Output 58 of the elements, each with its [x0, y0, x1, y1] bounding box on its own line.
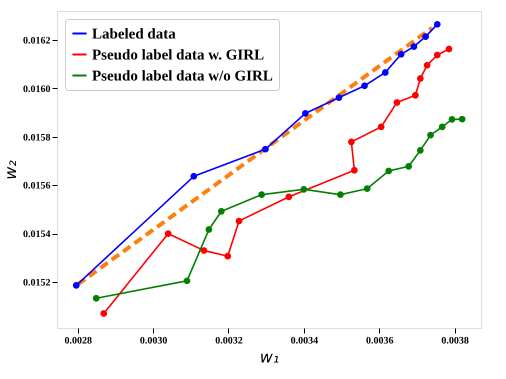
y-tick-label: 0.0160 [23, 84, 50, 95]
point [448, 116, 456, 123]
x-tick-label: 0.0028 [64, 336, 92, 346]
y-axis-title: w₂ [1, 160, 20, 180]
y-tick-label: 0.0156 [23, 180, 50, 192]
y-tick-label: 0.0162 [23, 36, 50, 47]
legend-label: Pseudo label data w/o GIRL [92, 68, 273, 84]
point [92, 294, 100, 302]
point [378, 124, 384, 130]
point [398, 50, 404, 58]
point [364, 185, 371, 192]
x-tick-label: 0.0038 [441, 336, 469, 346]
point [427, 132, 434, 138]
point [348, 138, 355, 146]
point [458, 116, 466, 123]
point [164, 230, 172, 237]
point [206, 226, 212, 233]
x-axis-title: w₁ [260, 348, 280, 366]
point [337, 191, 344, 198]
x-tick-label: 0.0036 [366, 336, 394, 346]
point [72, 282, 80, 289]
point [300, 186, 308, 193]
point [184, 277, 190, 284]
y-tick-label: 0.0158 [23, 132, 50, 144]
point [190, 172, 198, 180]
point [412, 92, 419, 99]
point [424, 62, 430, 69]
point [382, 69, 389, 76]
point [385, 168, 392, 174]
point [218, 208, 225, 215]
point [258, 191, 266, 198]
point [262, 146, 269, 153]
point [410, 43, 418, 50]
point [434, 20, 441, 28]
legend-label: Pseudo label data w. GIRL [92, 48, 264, 64]
point [224, 252, 232, 260]
x-tick-label: 0.0032 [215, 336, 243, 346]
point [405, 163, 412, 170]
point [351, 166, 358, 174]
point [336, 94, 342, 101]
legend-label: Labeled data [92, 26, 176, 42]
point [416, 147, 424, 154]
point [302, 110, 309, 117]
point [394, 99, 400, 106]
point [422, 33, 429, 40]
point [200, 247, 208, 254]
x-tick-label: 0.0030 [140, 336, 168, 346]
point [446, 46, 452, 52]
point [434, 52, 441, 58]
y-tick-label: 0.0152 [23, 278, 50, 289]
x-tick-label: 0.0034 [290, 336, 318, 346]
y-tick-label: 0.0154 [23, 229, 50, 240]
point [285, 193, 292, 200]
point [361, 82, 368, 90]
point [100, 310, 108, 317]
point [416, 75, 424, 82]
point [236, 218, 242, 224]
point [438, 124, 446, 130]
